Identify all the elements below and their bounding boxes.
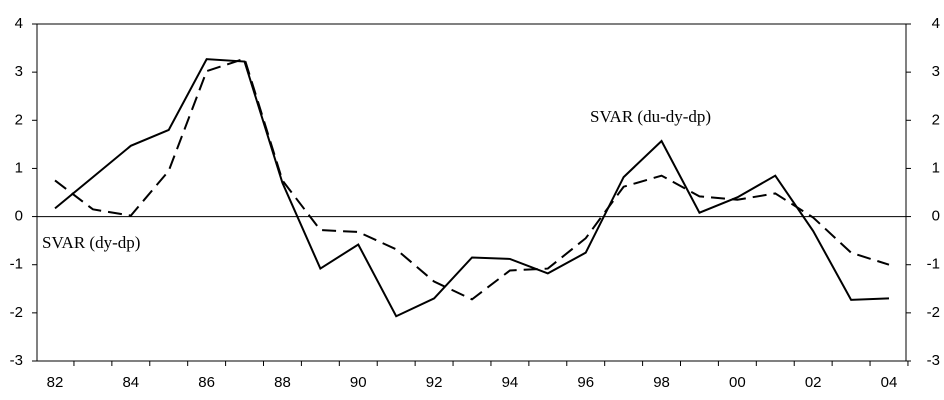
y2-tick-label: 3 xyxy=(932,63,940,80)
y2-tick-label: -3 xyxy=(927,352,940,369)
series-line xyxy=(54,58,890,318)
x-tick-label: 84 xyxy=(122,374,139,391)
y2-tick-label: 2 xyxy=(932,111,940,128)
x-tick-label: 82 xyxy=(47,374,64,391)
x-tick-label: 88 xyxy=(274,374,291,391)
y2-tick-label: -1 xyxy=(927,256,940,273)
y2-tick-label: 0 xyxy=(932,208,940,225)
y2-tick-label: 4 xyxy=(932,15,940,32)
y-tick-label: -2 xyxy=(10,304,23,321)
x-tick-label: 90 xyxy=(350,374,367,391)
x-tick-label: 98 xyxy=(653,374,670,391)
series-label: SVAR (du-dy-dp) xyxy=(590,107,711,126)
x-tick-label: 92 xyxy=(426,374,443,391)
x-tick-label: 96 xyxy=(577,374,594,391)
y-tick-label: 0 xyxy=(15,208,23,225)
series-label: SVAR (dy-dp) xyxy=(42,233,140,252)
x-tick-label: 86 xyxy=(198,374,215,391)
y-tick-label: -1 xyxy=(10,256,23,273)
y-tick-label: 1 xyxy=(15,159,23,176)
x-tick-label: 02 xyxy=(805,374,822,391)
x-tick-label: 04 xyxy=(881,374,898,391)
x-tick-label: 00 xyxy=(729,374,746,391)
y2-tick-label: -2 xyxy=(927,304,940,321)
y-tick-label: -3 xyxy=(10,352,23,369)
plot-frame xyxy=(36,23,907,362)
x-tick-label: 94 xyxy=(502,374,519,391)
y2-tick-label: 1 xyxy=(932,159,940,176)
y-tick-label: 2 xyxy=(15,111,23,128)
series-line xyxy=(54,57,890,301)
y-tick-label: 4 xyxy=(15,15,23,32)
y-tick-label: 3 xyxy=(15,63,23,80)
